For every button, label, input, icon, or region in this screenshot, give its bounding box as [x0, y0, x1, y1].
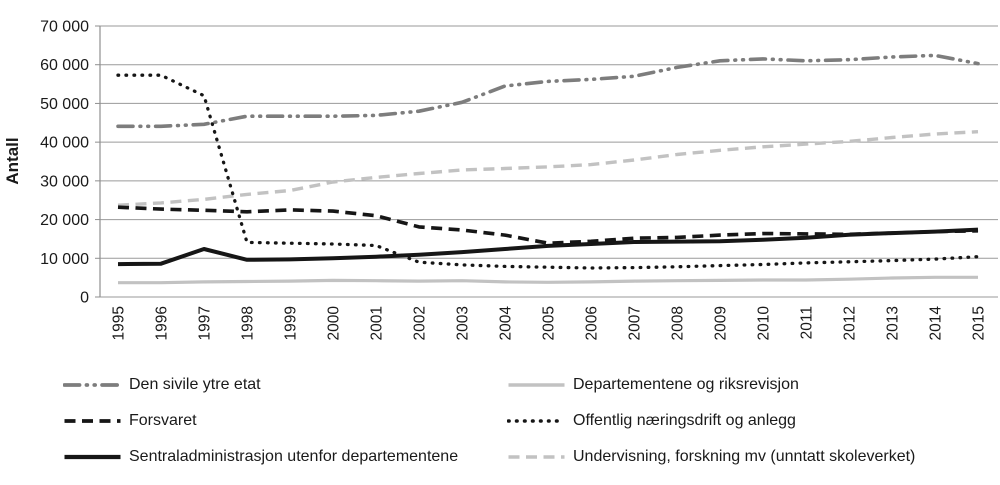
series-line-3 — [116, 73, 980, 270]
legend-line-sample-icon — [508, 455, 565, 459]
line-chart: 0 10 000 20 000 30 000 40 000 50 000 60 000 70 … — [3, 19, 998, 341]
legend-line-sample-icon — [64, 419, 121, 423]
y-tick-label: 50 000 — [40, 96, 89, 113]
y-tick-label: 30 000 — [40, 173, 89, 190]
chart-legend: Den sivile ytre etat Forsvaret Sentralad… — [0, 374, 1000, 482]
legend-line-sample-icon — [507, 419, 566, 423]
x-tick-label: 1995 — [111, 306, 128, 340]
legend-column-left: Den sivile ytre etat Forsvaret Sentralad… — [63, 374, 493, 482]
x-tick-label: 2005 — [541, 306, 558, 340]
x-tick-label: 2013 — [885, 306, 902, 340]
x-tick-label: 2000 — [326, 306, 343, 341]
series-line-4 — [117, 227, 979, 267]
legend-line-sample-icon — [64, 454, 121, 460]
y-tick-label: 20 000 — [40, 212, 89, 229]
y-tick-label: 10 000 — [40, 251, 89, 268]
x-tick-label: 2010 — [756, 306, 773, 341]
x-tick-label: 2014 — [928, 306, 945, 341]
x-tick-label: 2008 — [670, 306, 687, 340]
legend-item-departementene: Departementene og riksrevisjon — [507, 374, 987, 396]
legend-line-sample-icon — [508, 383, 565, 387]
x-tick-label: 2006 — [584, 306, 601, 340]
legend-item-undervisning-forskning: Undervisning, forskning mv (unntatt skol… — [507, 446, 987, 468]
x-tick-label: 2001 — [369, 306, 386, 340]
x-tick-label: 2009 — [713, 306, 730, 340]
legend-line-sample-icon — [63, 383, 122, 387]
x-tick-label: 2015 — [971, 306, 988, 340]
legend-label: Undervisning, forskning mv (unntatt skol… — [573, 448, 916, 465]
x-tick-label: 1997 — [197, 306, 214, 340]
x-tick-label: 2003 — [455, 306, 472, 340]
legend-label: Den sivile ytre etat — [129, 376, 261, 393]
x-tick-label: 1998 — [240, 306, 257, 340]
x-tick-label: 1996 — [154, 306, 171, 340]
legend-label: Offentlig næringsdrift og anlegg — [573, 412, 796, 429]
series-line-0 — [116, 53, 980, 129]
series-line-5 — [117, 130, 979, 207]
x-tick-label: 2012 — [842, 306, 859, 340]
x-tick-label: 2011 — [799, 306, 816, 339]
legend-item-den-sivile-ytre-etat: Den sivile ytre etat — [63, 374, 493, 396]
legend-item-forsvaret: Forsvaret — [63, 410, 493, 432]
x-tick-label: 2007 — [627, 306, 644, 340]
legend-item-sentraladministrasjon: Sentraladministrasjon utenfor departemen… — [63, 446, 493, 468]
legend-label: Forsvaret — [129, 412, 197, 429]
y-axis-title: Antall — [3, 137, 22, 184]
y-tick-label: 60 000 — [40, 57, 89, 74]
legend-label: Departementene og riksrevisjon — [573, 376, 799, 393]
x-tick-label: 2002 — [412, 306, 429, 340]
y-tick-label: 70 000 — [40, 19, 89, 36]
legend-item-offentlig-naeringsdrift: Offentlig næringsdrift og anlegg — [507, 410, 987, 432]
legend-label: Sentraladministrasjon utenfor departemen… — [129, 448, 459, 465]
y-tick-label: 40 000 — [40, 135, 89, 152]
series-line-1 — [118, 275, 978, 285]
y-tick-label: 0 — [80, 290, 89, 307]
legend-column-right: Departementene og riksrevisjon Offentlig… — [507, 374, 987, 482]
x-tick-label: 1999 — [283, 306, 300, 340]
x-tick-label: 2004 — [498, 306, 515, 341]
